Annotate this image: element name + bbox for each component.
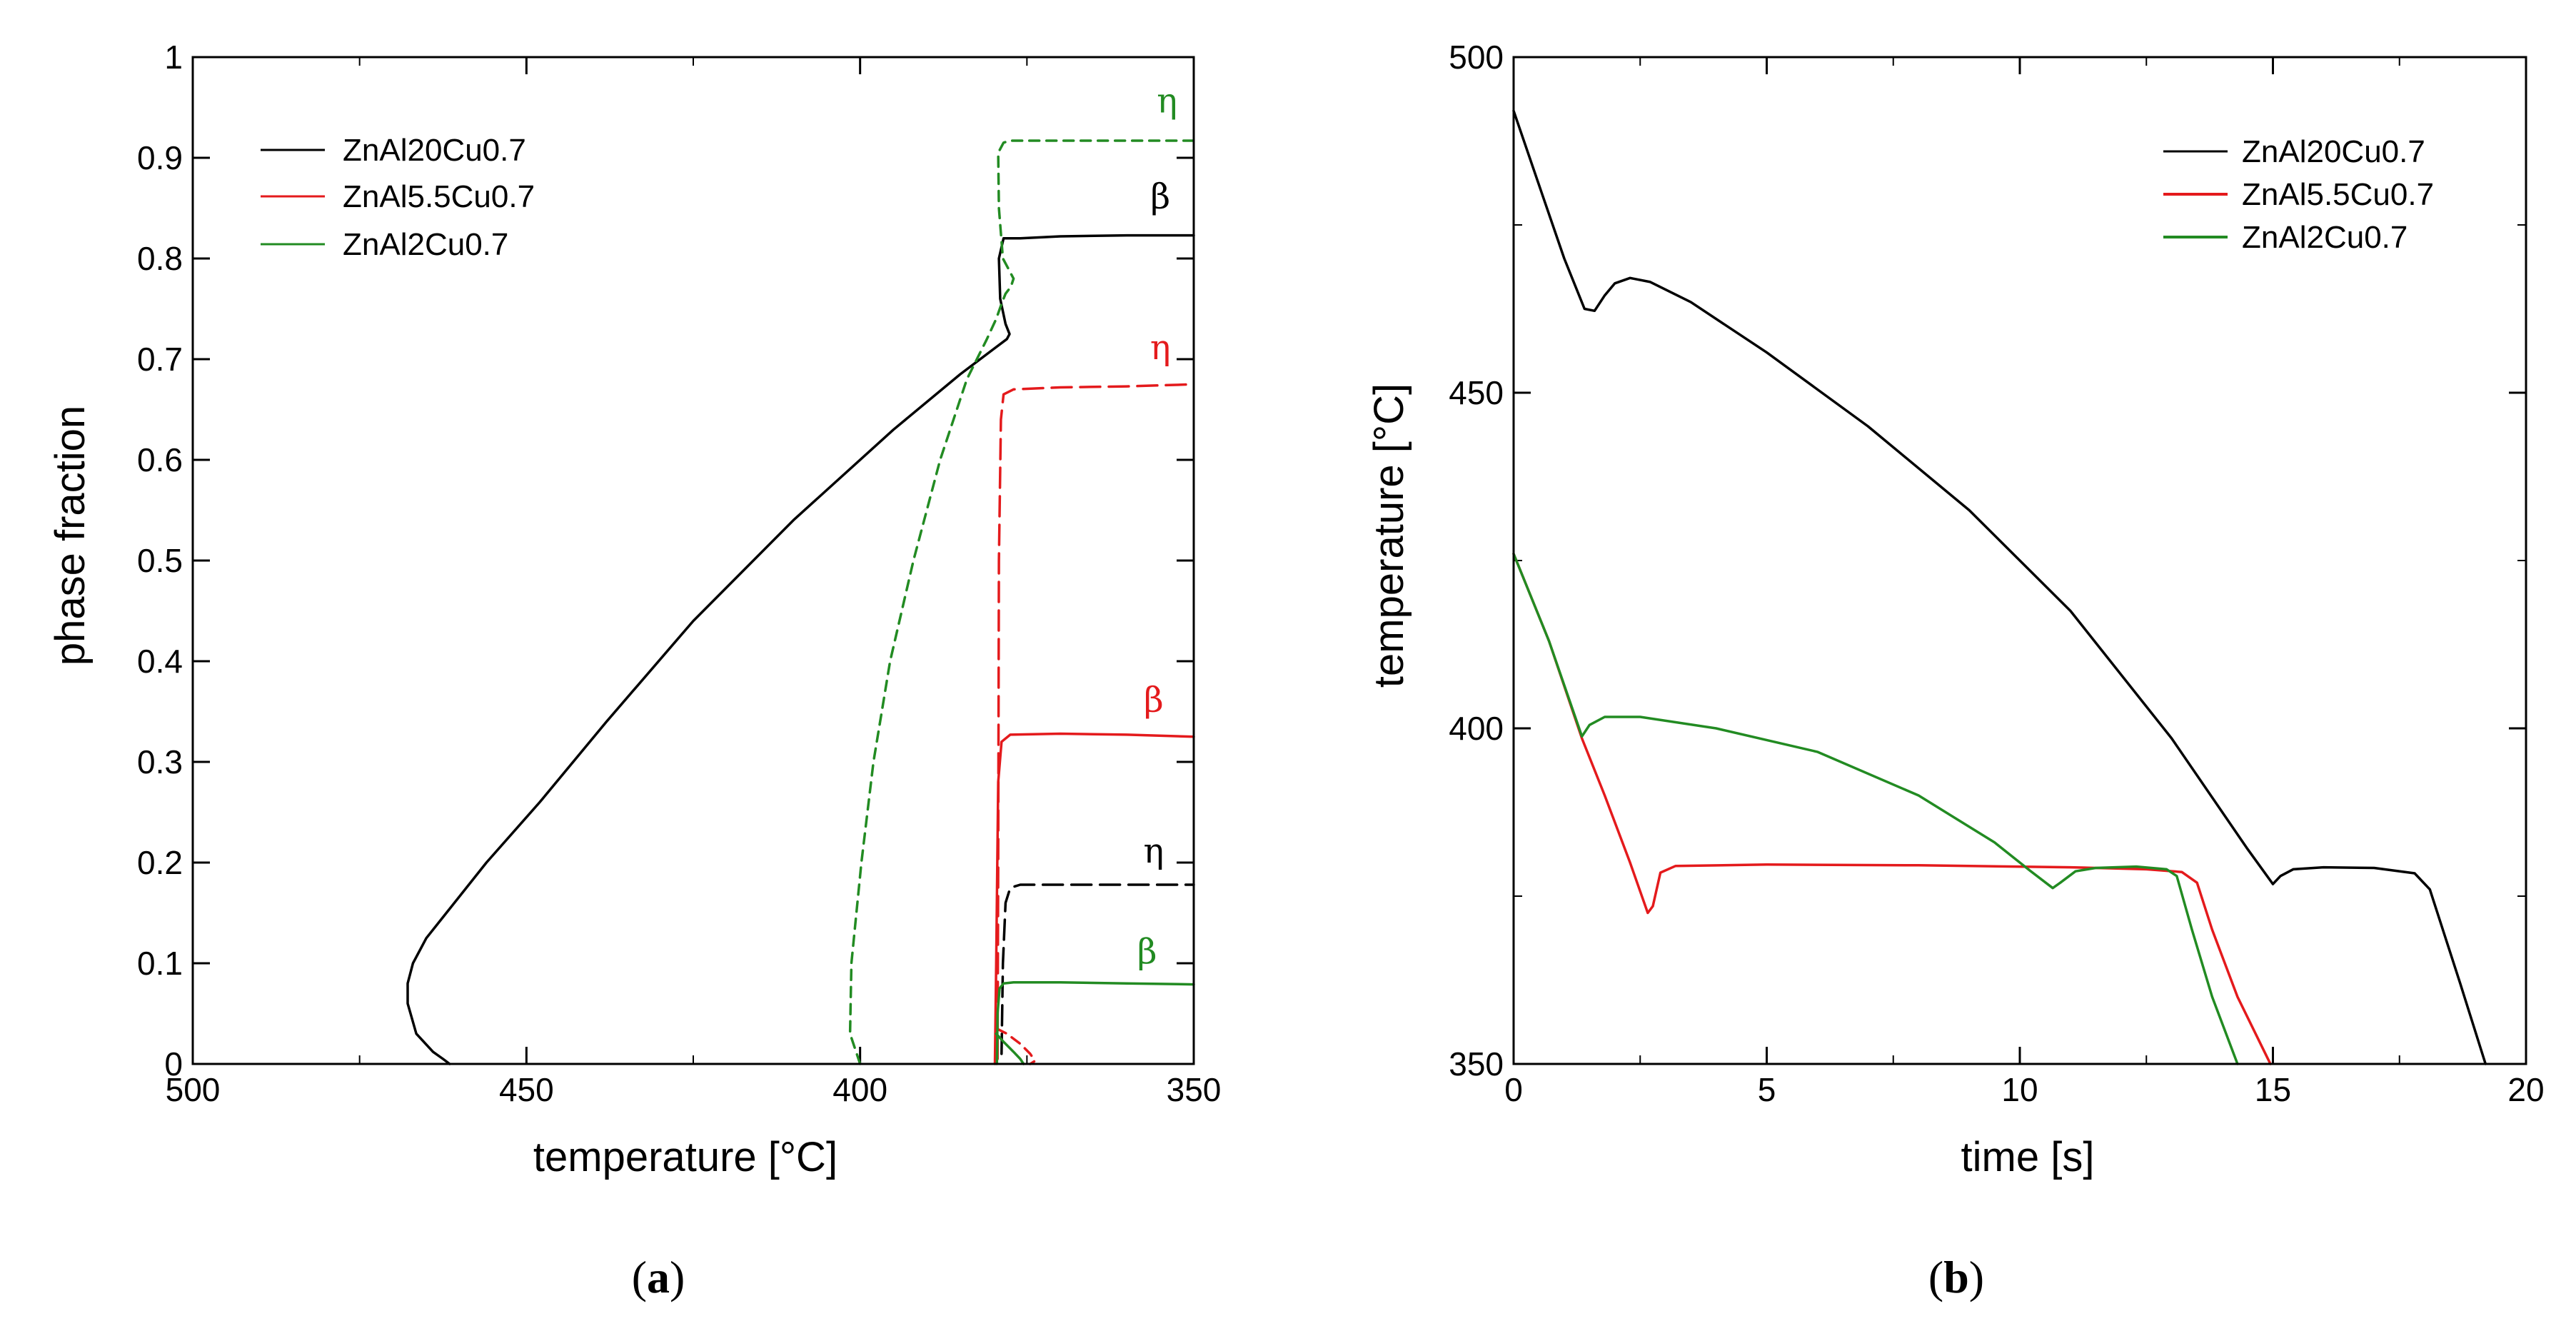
panel-b-x-tick-labels: 0 5 10 15 20 [1504, 1071, 2544, 1108]
caption-a: (a) [632, 1252, 685, 1302]
panel-b-series [1512, 109, 2487, 1065]
legend-label-znal5: ZnAl5.5Cu0.7 [2242, 177, 2434, 212]
y-tick-label: 0.1 [137, 945, 183, 982]
panel-a-y-tick-labels: 0 0.1 0.2 0.3 0.4 0.5 0.6 0.7 0.8 0.9 1 [137, 39, 183, 1083]
legend-label-znal20: ZnAl20Cu0.7 [343, 133, 526, 168]
series-line [848, 139, 1195, 1065]
phase-annotation: β [1137, 932, 1157, 972]
series-line [1512, 552, 2239, 1065]
panel-b-y-tick-labels: 350 400 450 500 [1449, 39, 1504, 1083]
panel-b-chart: 0 5 10 15 20 350 400 450 500 time [s] temperatu… [1366, 39, 2545, 1180]
y-tick-label: 450 [1449, 374, 1504, 411]
x-tick-label: 20 [2507, 1071, 2544, 1108]
panel-b-y-axis-label: temperature [°C] [1366, 383, 1412, 688]
y-tick-label: 0.5 [137, 542, 183, 579]
panel-b-plot-frame [1512, 56, 2527, 1065]
y-tick-label: 500 [1449, 39, 1504, 76]
x-tick-label: 400 [832, 1071, 887, 1108]
y-tick-label: 0.7 [137, 341, 183, 378]
phase-annotation: η [1150, 328, 1171, 368]
panel-a-plot-frame [191, 56, 1195, 1065]
x-tick-label: 15 [2255, 1071, 2291, 1108]
y-tick-label: 0 [164, 1045, 183, 1083]
legend-label-znal2: ZnAl2Cu0.7 [343, 227, 508, 262]
phase-annotation: η [1157, 81, 1177, 121]
y-tick-label: 0.8 [137, 240, 183, 277]
x-tick-label: 350 [1167, 1071, 1222, 1108]
y-tick-label: 0.3 [137, 743, 183, 780]
series-line [996, 383, 1195, 1060]
legend-label-znal20: ZnAl20Cu0.7 [2242, 134, 2425, 169]
x-tick-label: 500 [166, 1071, 221, 1108]
panel-b-x-axis-label: time [s] [1961, 1134, 2095, 1180]
phase-annotation: β [1150, 177, 1170, 217]
panel-a-chart: 500 450 400 350 0 0.1 0.2 0.3 0.4 0.5 0.6 0.7 0.8 0.… [47, 39, 1221, 1180]
x-tick-label: 0 [1504, 1071, 1523, 1108]
x-tick-label: 10 [2001, 1071, 2038, 1108]
series-line [995, 1032, 1025, 1065]
legend-label-znal2: ZnAl2Cu0.7 [2242, 220, 2408, 255]
series-line [995, 981, 1195, 1065]
legend-label-znal5: ZnAl5.5Cu0.7 [343, 179, 535, 214]
phase-annotation: β [1144, 680, 1164, 720]
panel-a-x-tick-labels: 500 450 400 350 [166, 1071, 1222, 1108]
panel-b-legend: ZnAl20Cu0.7 ZnAl5.5Cu0.7 ZnAl2Cu0.7 [2163, 134, 2434, 255]
series-line [993, 732, 1195, 1065]
y-tick-label: 1 [164, 39, 183, 76]
y-tick-label: 0.9 [137, 139, 183, 176]
panel-a-x-axis-label: temperature [°C] [533, 1134, 837, 1180]
y-tick-label: 400 [1449, 710, 1504, 747]
y-tick-label: 0.2 [137, 844, 183, 881]
phase-annotation: η [1144, 831, 1164, 871]
y-tick-label: 350 [1449, 1045, 1504, 1083]
series-line [1512, 109, 2487, 1065]
panel-a-y-axis-label: phase fraction [47, 406, 94, 665]
y-tick-label: 0.6 [137, 441, 183, 478]
series-line [995, 1027, 1037, 1065]
y-tick-label: 0.4 [137, 643, 183, 680]
series-line [1512, 552, 2272, 1065]
series-line [1000, 883, 1195, 1055]
panel-a-legend: ZnAl20Cu0.7 ZnAl5.5Cu0.7 ZnAl2Cu0.7 [261, 133, 535, 262]
panel-a-series [406, 139, 1195, 1065]
x-tick-label: 5 [1758, 1071, 1776, 1108]
series-line [406, 233, 1195, 1065]
caption-b: (b) [1928, 1252, 1984, 1302]
x-tick-label: 450 [499, 1071, 554, 1108]
panel-a-phase-annotations: η β η β η β [1137, 81, 1177, 972]
panel-a-tick-marks [191, 56, 1195, 1065]
